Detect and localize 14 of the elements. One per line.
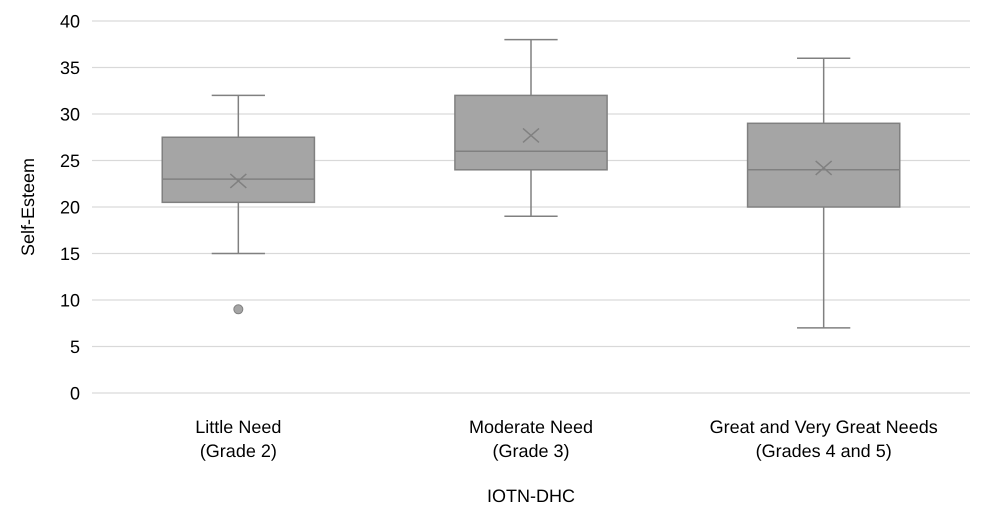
y-axis-title: Self-Esteem xyxy=(18,158,38,256)
y-tick-label: 25 xyxy=(60,150,80,171)
y-tick-label: 40 xyxy=(60,11,80,32)
y-tick-label: 0 xyxy=(70,383,80,404)
x-tick-label: Little Need (Grade 2) xyxy=(195,417,282,461)
y-tick-label: 15 xyxy=(60,244,80,264)
x-tick-label: Moderate Need (Grade 3) xyxy=(468,417,594,461)
y-tick-label: 10 xyxy=(60,290,80,310)
x-axis-title: IOTN-DHC xyxy=(487,486,575,506)
y-tick-label: 35 xyxy=(60,58,80,78)
y-tick-label: 5 xyxy=(70,336,80,357)
y-tick-label: 20 xyxy=(60,197,80,218)
x-tick-label: Great and Very Great Needs (Grades 4 and 5) xyxy=(710,417,938,461)
y-tick-label: 30 xyxy=(60,104,80,124)
